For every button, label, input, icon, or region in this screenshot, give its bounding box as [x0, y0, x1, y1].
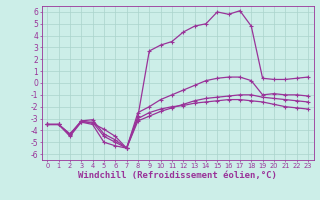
- X-axis label: Windchill (Refroidissement éolien,°C): Windchill (Refroidissement éolien,°C): [78, 171, 277, 180]
